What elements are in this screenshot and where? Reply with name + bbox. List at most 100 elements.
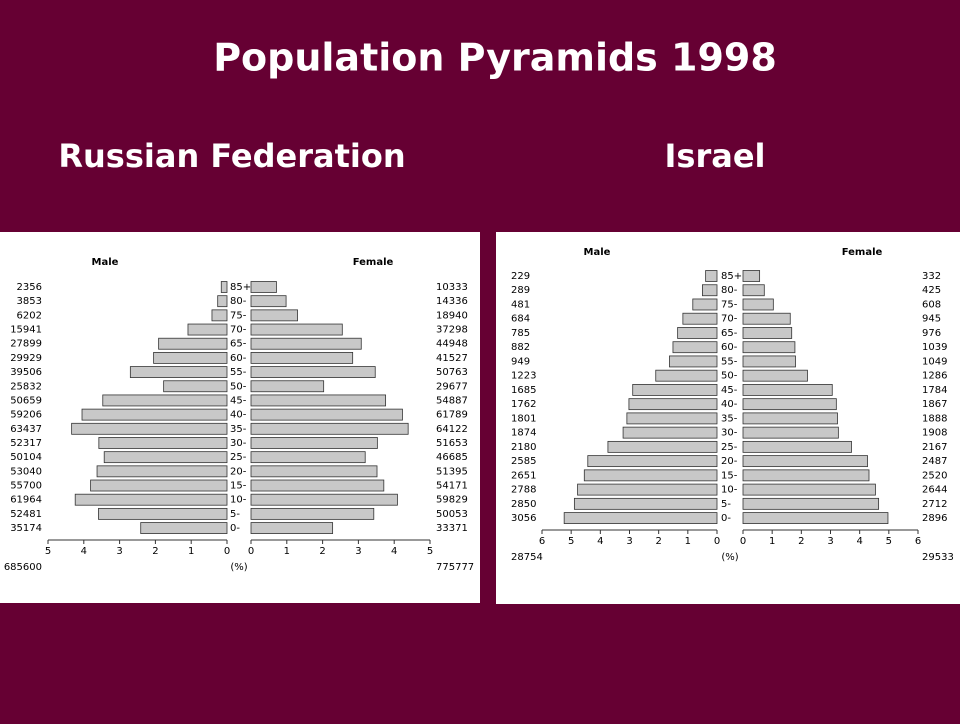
count-label: 785 — [511, 328, 530, 339]
count-label: 2487 — [922, 456, 947, 467]
x-tick-label: 4 — [597, 536, 603, 547]
count-label: 949 — [511, 356, 530, 367]
age-label: 30- — [230, 438, 247, 449]
bar — [98, 507, 228, 520]
bar — [742, 327, 793, 339]
legend-header: Male — [584, 247, 611, 258]
count-label: 46685 — [436, 452, 468, 463]
bar — [250, 422, 409, 435]
bar — [250, 309, 298, 322]
x-tick-label: 3 — [827, 536, 833, 547]
count-label: 2788 — [511, 485, 536, 496]
bar — [158, 337, 228, 350]
x-tick-label: 4 — [81, 546, 87, 557]
bar — [583, 469, 718, 482]
age-label: 25- — [721, 442, 738, 453]
count-label: 55700 — [10, 481, 42, 492]
bar — [74, 493, 228, 506]
count-label: 44948 — [436, 339, 468, 350]
bar — [626, 412, 718, 425]
x-tick-label: 3 — [626, 536, 632, 547]
count-label: 53040 — [10, 466, 42, 477]
count-label: 882 — [511, 342, 530, 353]
bar — [250, 281, 277, 293]
bar — [250, 408, 403, 421]
bar — [217, 295, 228, 308]
bar — [250, 323, 343, 336]
bar — [250, 337, 362, 350]
bar — [742, 369, 808, 382]
age-label: 0- — [230, 523, 240, 534]
age-label: 85+ — [230, 282, 251, 293]
age-label: 35- — [230, 424, 247, 435]
x-tick-label: 1 — [769, 536, 775, 547]
bar — [742, 512, 889, 524]
x-tick-label: 5 — [568, 536, 574, 547]
count-label: 54887 — [436, 395, 468, 406]
count-label: 2896 — [922, 513, 947, 524]
bar — [742, 398, 837, 411]
age-label: 85+ — [721, 271, 742, 282]
age-label: 70- — [230, 325, 247, 336]
chart-title: Russian Federation — [58, 137, 405, 175]
age-label: 15- — [721, 470, 738, 481]
bar — [742, 412, 838, 425]
x-tick-label: 3 — [355, 546, 361, 557]
x-tick-label: 2 — [319, 546, 325, 557]
bar — [250, 295, 287, 308]
bar — [250, 465, 378, 478]
x-tick-label: 1 — [188, 546, 194, 557]
x-tick-label: 0 — [224, 546, 230, 557]
count-label: 3853 — [17, 296, 42, 307]
count-label: 1867 — [922, 399, 947, 410]
age-label: 75- — [721, 299, 738, 310]
bar — [622, 426, 718, 439]
x-tick-label: 5 — [427, 546, 433, 557]
age-label: 15- — [230, 481, 247, 492]
count-label: 2356 — [17, 282, 42, 293]
age-label: 20- — [230, 466, 247, 477]
bar — [163, 380, 228, 393]
count-label: 61964 — [10, 495, 42, 506]
x-tick-label: 0 — [248, 546, 254, 557]
x-tick-label: 4 — [856, 536, 862, 547]
age-label: 25- — [230, 452, 247, 463]
count-label: 29677 — [436, 381, 468, 392]
bar — [250, 493, 398, 506]
bar — [563, 512, 718, 524]
count-label: 1908 — [922, 428, 947, 439]
count-label: 1039 — [922, 342, 947, 353]
legend-header: Female — [842, 247, 883, 258]
bar — [250, 507, 375, 520]
age-label: 55- — [721, 356, 738, 367]
count-label: 15941 — [10, 325, 42, 336]
count-label: 1049 — [922, 356, 947, 367]
bar — [96, 465, 228, 478]
count-label: 6202 — [17, 310, 42, 321]
age-label: 45- — [230, 395, 247, 406]
bar — [153, 351, 228, 364]
count-label: 481 — [511, 299, 530, 310]
bar — [577, 483, 718, 496]
bar — [140, 522, 228, 534]
bar — [250, 479, 385, 492]
bar — [742, 312, 791, 325]
bar — [742, 455, 868, 468]
bar — [250, 351, 354, 364]
bar — [250, 366, 376, 378]
count-label: 425 — [922, 285, 941, 296]
age-label: 35- — [721, 413, 738, 424]
count-label: 2651 — [511, 470, 536, 481]
count-label: 50053 — [436, 509, 468, 520]
x-tick-label: 3 — [116, 546, 122, 557]
count-label: 63437 — [10, 424, 42, 435]
bar — [742, 497, 880, 510]
x-tick-label: 1 — [685, 536, 691, 547]
bar — [692, 298, 718, 311]
bar — [71, 422, 228, 435]
bar — [129, 366, 228, 378]
count-label: 2167 — [922, 442, 947, 453]
count-label: 59206 — [10, 410, 42, 421]
age-label: 65- — [721, 328, 738, 339]
